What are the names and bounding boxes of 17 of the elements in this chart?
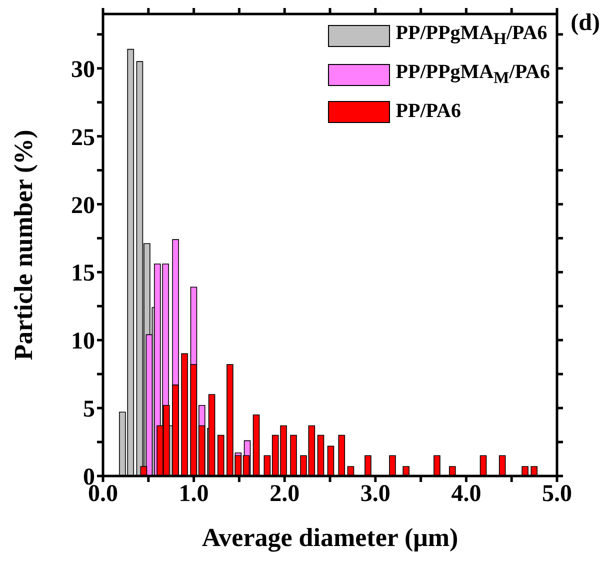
y-tick-label: 30 [71,56,95,83]
legend-label: PP/PA6 [396,100,461,123]
y-tick-label: 15 [71,260,95,287]
y-tick-label: 25 [71,124,95,151]
text: (d) [570,10,600,37]
x-axis-title: Average diameter (μm) [202,523,458,552]
legend-label: PP/PPgMA$_{M}$/PA6 [396,61,550,88]
x-tick-label: 2.0 [270,481,300,508]
x-tick-label: 3.0 [360,481,390,508]
legend-label: PP/PPgMA$_{H}$/PA6 [396,22,548,49]
y-tick-label: 10 [71,328,95,355]
x-tick-label: 1.0 [178,481,209,508]
y-tick-label: 5 [83,396,95,423]
y-tick-label: 20 [71,192,95,219]
y-axis-title: Particle number (%) [9,130,38,360]
x-tick-label: 5.0 [542,481,572,508]
x-tick-label: 4.0 [451,481,482,508]
